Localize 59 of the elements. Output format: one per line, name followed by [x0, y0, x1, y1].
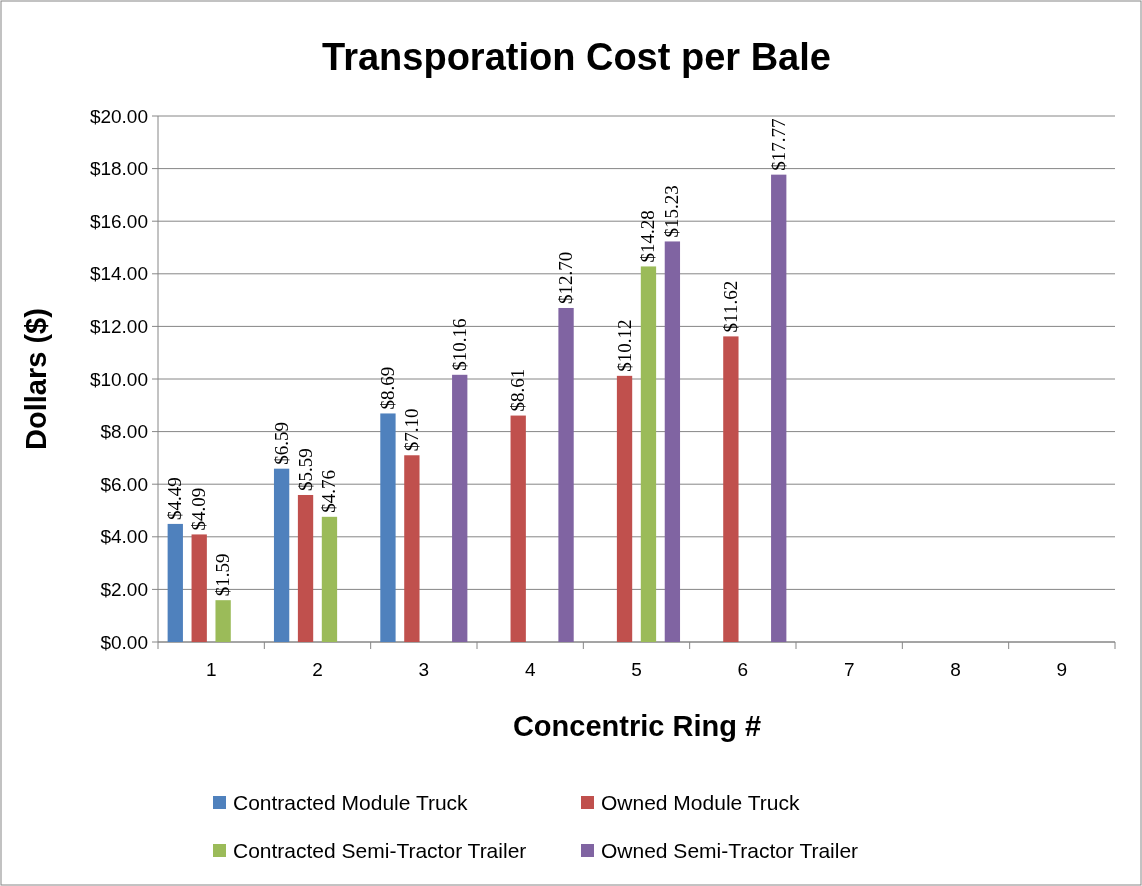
x-axis-title: Concentric Ring # [512, 710, 762, 742]
data-label: $5.59 [294, 448, 316, 491]
data-label: $4.76 [318, 470, 340, 513]
data-label: $12.70 [555, 251, 577, 304]
bar [558, 307, 574, 642]
legend-label: Contracted Module Truck [233, 791, 469, 815]
legend-label: Contracted Semi-Tractor Trailer [233, 839, 527, 863]
bar [321, 516, 338, 642]
y-tick-label: $16.00 [89, 210, 148, 232]
data-label: $17.77 [767, 118, 789, 171]
bar [452, 374, 468, 642]
x-tick-label: 5 [631, 659, 642, 680]
x-tick-label: 8 [950, 659, 961, 680]
y-tick-label: $10.00 [89, 368, 148, 390]
data-label: $10.12 [613, 319, 635, 372]
bar [167, 523, 183, 642]
data-label: $8.61 [507, 368, 529, 412]
y-tick-label: $20.00 [89, 105, 148, 127]
data-label: $10.16 [448, 318, 470, 371]
bar [640, 266, 657, 642]
data-label: $7.10 [400, 408, 422, 452]
x-tick-label: 7 [843, 659, 855, 680]
y-tick-label: $8.00 [100, 421, 148, 443]
y-tick-label: $0.00 [100, 631, 148, 653]
bar [771, 174, 787, 642]
data-label: $1.59 [212, 553, 234, 597]
y-tick-label: $14.00 [89, 263, 148, 285]
data-label: $11.62 [719, 280, 741, 333]
y-tick-label: $18.00 [89, 158, 148, 180]
bar [664, 241, 681, 642]
chart-title: Transporation Cost per Bale [322, 36, 831, 78]
bar [404, 455, 420, 642]
x-tick-label: 4 [524, 659, 536, 680]
data-label: $14.28 [637, 210, 659, 263]
x-tick-label: 2 [312, 659, 323, 680]
data-label: $8.69 [376, 366, 398, 410]
x-tick-label: 1 [205, 659, 217, 680]
y-tick-label: $6.00 [100, 473, 148, 495]
data-label: $4.49 [164, 477, 186, 520]
x-tick-label: 3 [418, 659, 430, 680]
legend-label: Owned Module Truck [601, 791, 800, 815]
y-tick-label: $12.00 [89, 316, 148, 338]
bar [297, 494, 314, 642]
bar [273, 468, 290, 642]
x-tick-label: 9 [1056, 659, 1068, 680]
y-axis-title: Dollars ($) [20, 308, 52, 450]
bar [616, 375, 633, 642]
legend-label: Owned Semi-Tractor Trailer [601, 839, 859, 863]
data-label: $4.09 [188, 487, 210, 531]
bar [723, 336, 739, 642]
bar [380, 413, 396, 642]
bar [191, 534, 207, 642]
y-tick-label: $4.00 [100, 526, 148, 548]
bar [510, 415, 526, 642]
data-label: $6.59 [270, 421, 292, 465]
x-tick-label: 6 [737, 659, 749, 680]
bar [215, 600, 231, 642]
y-tick-label: $2.00 [100, 579, 148, 601]
data-label: $15.23 [661, 185, 683, 238]
